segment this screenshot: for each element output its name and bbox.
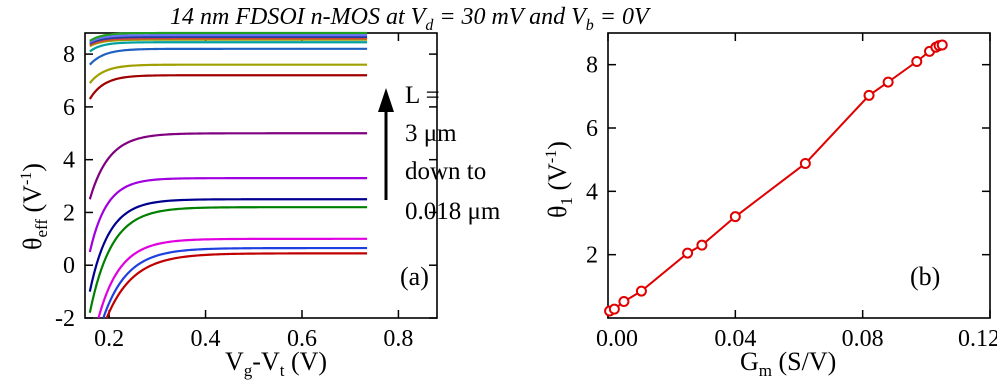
- panel-a-curves: [88, 31, 368, 319]
- panel-a-label: (a): [400, 262, 429, 291]
- panel-b-tick-labels: 0.00 0.04 0.08 0.12 2 4 6 8: [586, 53, 997, 352]
- panel-a-ytick-label: 2: [63, 200, 75, 226]
- panel-b-xtick-label: 0.08: [842, 326, 884, 352]
- annotation-line-3: down to: [405, 158, 486, 185]
- panel-b-xtick-label: 0.12: [958, 326, 997, 352]
- theta1-point: [635, 285, 647, 297]
- panel-b-ylabel: θ1 (V-1): [543, 141, 576, 218]
- theta-eff-curve: [89, 47, 368, 66]
- panel-a-ytick-label: 8: [63, 42, 75, 68]
- figure-title: 14 nm FDSOI n-MOS at Vd = 30 mV and Vb =…: [170, 4, 651, 34]
- theta-eff-curve: [89, 31, 368, 42]
- theta-eff-curve: [89, 38, 368, 48]
- theta-eff-curve: [89, 41, 368, 53]
- annotation-line-1: L =: [405, 82, 440, 109]
- panel-a-ytick-label: -2: [55, 306, 75, 332]
- annotation-line-2: 3 μm: [405, 120, 457, 147]
- theta1-point: [618, 296, 630, 308]
- panel-b-ytick-label: 8: [586, 53, 598, 79]
- panel-a-xtick-label: 0.8: [383, 326, 413, 352]
- annotation-line-4: 0.018 μm: [405, 198, 501, 225]
- panel-b-series: [604, 39, 948, 317]
- panel-b-xtick-label: 0.04: [714, 326, 756, 352]
- theta1-point: [799, 157, 811, 169]
- panel-a-ytick-label: 0: [63, 253, 75, 279]
- panel-b-ytick-label: 4: [586, 179, 598, 205]
- theta1-point: [882, 76, 894, 88]
- theta1-point: [608, 303, 620, 315]
- theta-eff-curve: [88, 132, 368, 200]
- theta-eff-curve: [88, 177, 368, 253]
- panel-a-tick-labels: 0.2 0.4 0.6 0.8 -2 0 2 4 6 8: [55, 42, 413, 352]
- panel-b: 0.00 0.04 0.08 0.12 2 4 6 8 θ1 (V-1) Gm (S/V) (…: [543, 32, 997, 380]
- theta1-point: [682, 247, 694, 259]
- panel-a-xtick-label: 0.6: [287, 326, 317, 352]
- panel-a-ylabel: θeff (V-1): [18, 163, 51, 250]
- panel-b-label: (b): [910, 262, 940, 291]
- theta1-point: [863, 89, 875, 101]
- theta-eff-curve: [88, 198, 368, 292]
- theta1-point: [936, 39, 948, 51]
- theta-eff-curve: [88, 63, 368, 84]
- panel-a-xlabel: Vg-Vt (V): [225, 347, 327, 380]
- panel-b-xlabel: Gm (S/V): [740, 347, 836, 380]
- panel-b-xtick-label: 0.00: [596, 326, 638, 352]
- theta1-point: [911, 56, 923, 67]
- panel-b-frame: [607, 32, 991, 319]
- theta-eff-curve: [89, 34, 368, 44]
- theta-eff-curve: [88, 74, 368, 100]
- theta-eff-curve: [88, 206, 368, 313]
- theta-eff-curve: [102, 246, 368, 319]
- panel-b-ytick-label: 6: [586, 116, 598, 142]
- panel-a-xtick-label: 0.4: [191, 326, 221, 352]
- theta-eff-curve: [105, 252, 368, 319]
- panel-a-xtick-label: 0.2: [94, 326, 124, 352]
- theta-eff-curve: [89, 37, 368, 46]
- theta-eff-curve: [89, 35, 368, 45]
- theta1-point: [729, 211, 741, 223]
- panel-b-ticks: [607, 33, 991, 318]
- panel-a-ytick-label: 6: [63, 95, 75, 121]
- theta-eff-curve: [97, 237, 368, 319]
- panel-b-ytick-label: 2: [586, 243, 598, 269]
- panel-a: 0.2 0.4 0.6 0.8 -2 0 2 4 6 8 θeff (V-1) Vg-Vt (V)…: [18, 31, 501, 380]
- up-arrow-icon: [378, 88, 394, 112]
- panel-a-ytick-label: 4: [63, 148, 75, 174]
- theta1-point: [696, 239, 708, 251]
